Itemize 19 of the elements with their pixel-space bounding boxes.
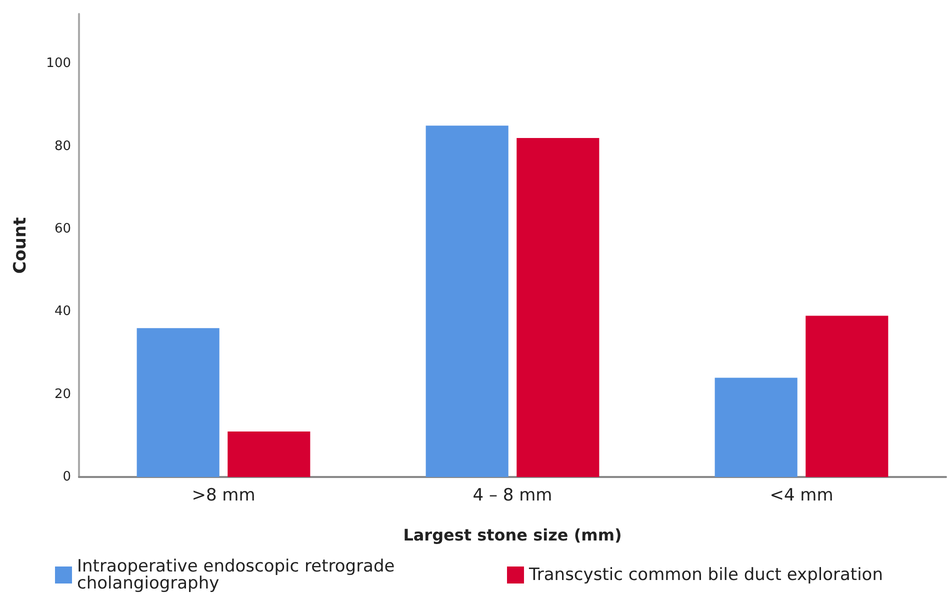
bar: [516, 138, 600, 477]
y-tick-label: 100: [46, 56, 71, 72]
x-tick-label: 4 – 8 mm: [472, 486, 552, 506]
x-tick-label: >8 mm: [192, 486, 256, 506]
bar: [806, 316, 888, 477]
bar: [426, 126, 508, 477]
legend-label: Transcystic common bile duct exploration: [528, 565, 883, 585]
y-tick-label: 80: [54, 138, 71, 154]
bar: [714, 378, 798, 477]
y-tick-label: 20: [54, 386, 71, 402]
x-tick-label: <4 mm: [770, 486, 834, 506]
y-axis-title: Count: [10, 217, 30, 274]
y-tick-label: 40: [54, 304, 71, 320]
bar: [136, 328, 220, 477]
y-tick-label: 60: [54, 221, 71, 236]
bar: [228, 432, 310, 477]
x-axis-title: Largest stone size (mm): [403, 526, 622, 544]
legend-label: Intraoperative endoscopic retrograde cholangiography: [77, 556, 400, 594]
y-tick-label: 0: [62, 470, 71, 484]
